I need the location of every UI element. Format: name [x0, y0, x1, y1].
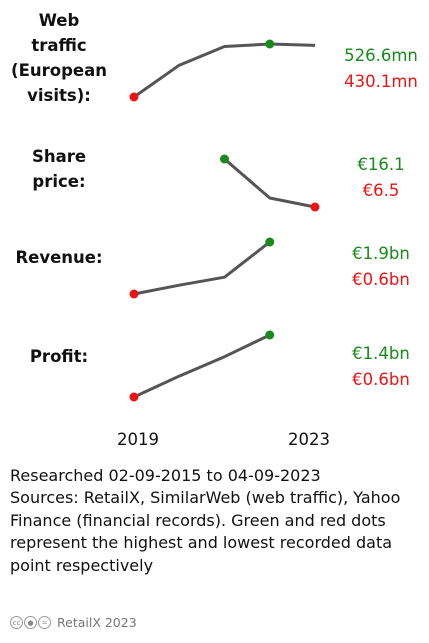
- web-traffic-line: [133, 42, 316, 99]
- profit-max-point: [265, 330, 275, 340]
- sparkline-chart: [129, 39, 320, 402]
- web-traffic-label-line-2: traffic: [31, 36, 87, 55]
- web-traffic-max-value: 526.6mn: [344, 46, 418, 65]
- credit-text: RetailX 2023: [57, 615, 137, 630]
- profit-label-line-1: Profit:: [29, 347, 89, 366]
- web-traffic-label-line-4: visits):: [27, 86, 91, 105]
- by-icon: ●: [24, 616, 37, 629]
- license-icons: cc ● =: [10, 616, 51, 629]
- revenue-min-point: [129, 289, 139, 299]
- share-price-max-value: €16.1: [357, 155, 405, 174]
- revenue-max-value: €1.9bn: [352, 244, 410, 263]
- web-traffic-label: Web traffic (European visits):: [0, 8, 118, 108]
- profit-line: [133, 333, 271, 399]
- revenue-min-value: €0.6bn: [352, 270, 410, 289]
- share-price-label-line-2: price:: [32, 172, 86, 191]
- profit-label: Profit:: [0, 344, 118, 369]
- share-price-line: [223, 157, 316, 209]
- web-traffic-label-line-1: Web: [38, 11, 80, 30]
- share-price-label-line-1: Share: [31, 147, 87, 166]
- share-price-min-value: €6.5: [362, 181, 400, 200]
- share-price-label: Share price:: [0, 144, 118, 194]
- web-traffic-min-point: [129, 92, 139, 102]
- revenue-label: Revenue:: [0, 245, 118, 270]
- web-traffic-label-line-3: (European: [11, 61, 107, 80]
- x-axis-start-year: 2019: [117, 430, 159, 449]
- web-traffic-max-point: [265, 39, 275, 49]
- revenue-line: [133, 240, 271, 296]
- nd-icon: =: [38, 616, 51, 629]
- footer: cc ● = RetailX 2023: [10, 615, 137, 630]
- profit-min-point: [129, 392, 139, 402]
- research-period-note: Researched 02-09-2015 to 04-09-2023: [10, 466, 321, 485]
- share-price-max-point: [220, 154, 229, 164]
- cc-icon: cc: [10, 616, 23, 629]
- profit-min-value: €0.6bn: [352, 370, 410, 389]
- sources-note: Sources: RetailX, SimilarWeb (web traffi…: [10, 488, 401, 575]
- x-axis-end-year: 2023: [288, 430, 330, 449]
- share-price-min-point: [310, 202, 320, 212]
- profit-max-value: €1.4bn: [352, 344, 410, 363]
- revenue-label-line-1: Revenue:: [15, 248, 103, 267]
- revenue-max-point: [265, 237, 275, 247]
- web-traffic-min-value: 430.1mn: [344, 72, 418, 91]
